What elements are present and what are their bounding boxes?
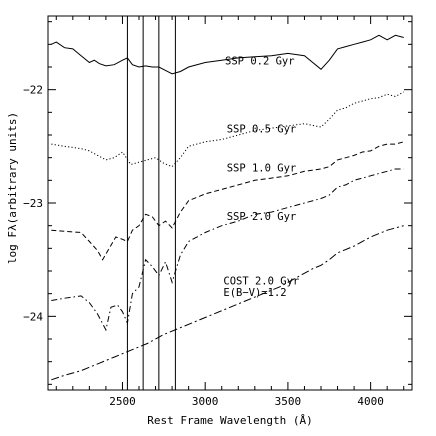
series-line-2 [51, 91, 404, 168]
x-tick-label: 2500 [109, 395, 136, 408]
y-tick-label: −23 [23, 197, 43, 210]
series-line-1 [51, 34, 404, 75]
x-tick-label: 3500 [275, 395, 302, 408]
series-label-2: SSP 0.5 Gyr [227, 124, 297, 136]
axis-ticks: 2500 3000 3500 4000 −22 −23 −24 [23, 16, 412, 408]
series-line-3 [51, 141, 404, 261]
absorption-line-markers [126, 16, 176, 390]
x-tick-label: 4000 [357, 395, 384, 408]
x-axis-label: Rest Frame Wavelength (Å) [147, 414, 313, 427]
series-label-1: SSP 0.2 Gyr [225, 56, 295, 68]
series-line-4 [51, 168, 404, 332]
series-label-4: SSP 2.0 Gyr [227, 211, 297, 223]
series-label-6: E(B−V)=1.2 [223, 287, 286, 299]
series-label-3: SSP 1.0 Gyr [227, 162, 297, 174]
series-labels: SSP 0.2 Gyr SSP 0.5 Gyr SSP 1.0 Gyr SSP 2.0… [223, 56, 299, 299]
y-tick-label: −22 [23, 84, 43, 97]
x-tick-label: 3000 [192, 395, 219, 408]
series-label-5: COST 2.0 Gyr [223, 276, 299, 288]
spectra-series [51, 34, 404, 381]
y-axis-label: log Fλ(arbitrary units) [6, 112, 19, 264]
y-tick-label: −24 [23, 310, 43, 323]
